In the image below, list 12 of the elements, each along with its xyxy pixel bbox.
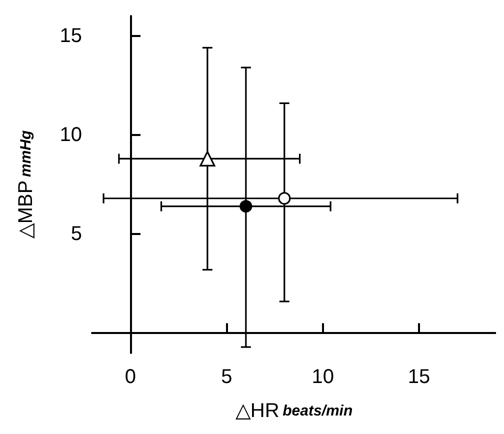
x-tick-label: 15 (408, 366, 430, 388)
y-axis-title: △MBP mmHg (15, 130, 37, 239)
y-tick-label: 10 (60, 124, 82, 146)
x-tick-label: 10 (312, 366, 334, 388)
x-axis-title: △HR beats/min (235, 400, 353, 422)
point (200, 150, 216, 167)
x-tick-label: 5 (221, 366, 232, 388)
x-tick-label: 0 (124, 366, 136, 388)
point (278, 192, 291, 205)
point (240, 200, 252, 213)
y-tick-label: 5 (70, 223, 82, 246)
y-tick-label: 15 (60, 24, 82, 47)
